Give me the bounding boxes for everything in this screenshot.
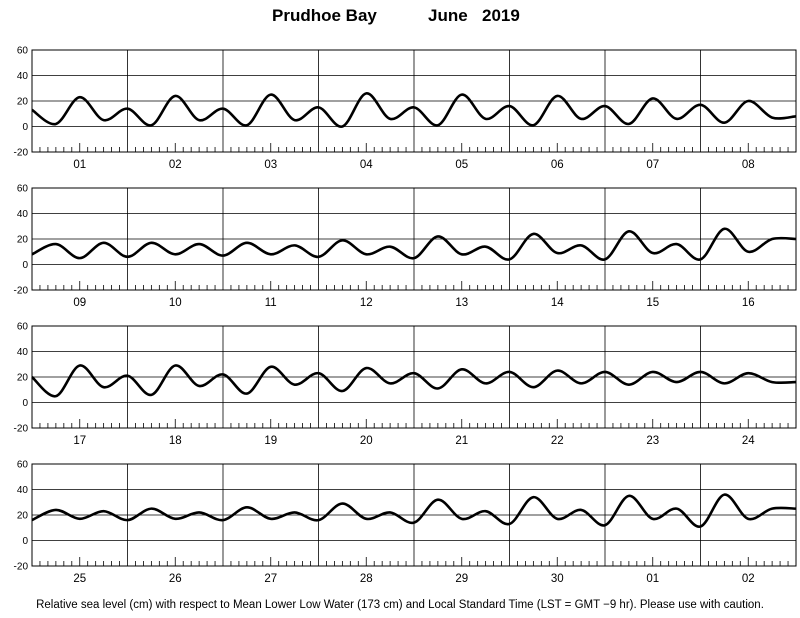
y-tick-label: 0 bbox=[22, 536, 28, 547]
day-label: 05 bbox=[455, 159, 468, 171]
day-label: 03 bbox=[264, 159, 277, 171]
day-label: 21 bbox=[455, 435, 468, 447]
y-tick-label: -20 bbox=[14, 286, 29, 297]
day-label: 24 bbox=[742, 435, 755, 447]
day-label: 19 bbox=[264, 435, 277, 447]
y-tick-label: 60 bbox=[17, 46, 29, 57]
day-label: 16 bbox=[742, 297, 755, 309]
day-label: 20 bbox=[360, 435, 373, 447]
day-label: 29 bbox=[455, 573, 468, 585]
day-label: 10 bbox=[169, 297, 182, 309]
y-tick-label: 20 bbox=[17, 373, 29, 384]
chart-footnote: Relative sea level (cm) with respect to … bbox=[36, 599, 764, 611]
day-label: 14 bbox=[551, 297, 564, 309]
y-tick-label: -20 bbox=[14, 424, 29, 435]
y-tick-label: 0 bbox=[22, 398, 28, 409]
y-tick-label: 20 bbox=[17, 235, 29, 246]
year-label: 2019 bbox=[482, 6, 520, 25]
y-tick-label: 20 bbox=[17, 97, 29, 108]
day-label: 15 bbox=[646, 297, 659, 309]
panel-2: -20 0 20 40 60 09 10 11 12 13 14 15 16 bbox=[14, 184, 797, 309]
day-label: 01 bbox=[73, 159, 86, 171]
day-label: 28 bbox=[360, 573, 373, 585]
sea-level-line bbox=[31, 493, 797, 528]
day-label: 27 bbox=[264, 573, 277, 585]
day-label: 08 bbox=[742, 159, 755, 171]
day-label: 26 bbox=[169, 573, 182, 585]
day-label: 01 bbox=[646, 573, 659, 585]
station-name: Prudhoe Bay bbox=[272, 6, 377, 25]
chart-title: Prudhoe Bay June 2019 bbox=[0, 6, 800, 30]
day-label: 04 bbox=[360, 159, 373, 171]
y-tick-label: -20 bbox=[14, 562, 29, 573]
y-tick-label: 40 bbox=[17, 347, 29, 358]
day-label: 18 bbox=[169, 435, 182, 447]
y-tick-label: 40 bbox=[17, 209, 29, 220]
sea-level-line bbox=[31, 364, 797, 398]
panel-4: -20 0 20 40 60 25 26 27 28 29 30 01 02 bbox=[14, 460, 797, 585]
y-tick-label: 60 bbox=[17, 460, 29, 471]
y-tick-label: 40 bbox=[17, 71, 29, 82]
day-label: 06 bbox=[551, 159, 564, 171]
day-label: 09 bbox=[73, 297, 86, 309]
panel-1: -20 0 20 40 60 01 02 03 04 05 06 07 08 bbox=[14, 46, 797, 171]
month-label: June bbox=[428, 6, 468, 25]
day-label: 02 bbox=[169, 159, 182, 171]
day-label: 07 bbox=[646, 159, 659, 171]
y-tick-label: -20 bbox=[14, 148, 29, 159]
day-label: 02 bbox=[742, 573, 755, 585]
y-tick-label: 40 bbox=[17, 485, 29, 496]
day-label: 25 bbox=[73, 573, 86, 585]
y-tick-label: 20 bbox=[17, 511, 29, 522]
day-label: 11 bbox=[265, 297, 277, 309]
y-tick-label: 60 bbox=[17, 322, 29, 333]
day-label: 30 bbox=[551, 573, 564, 585]
day-label: 22 bbox=[551, 435, 564, 447]
y-tick-label: 60 bbox=[17, 184, 29, 195]
y-tick-label: 0 bbox=[22, 260, 28, 271]
panel-3: -20 0 20 40 60 17 18 19 20 21 22 23 24 bbox=[14, 322, 797, 447]
sea-level-line bbox=[31, 92, 797, 128]
y-tick-label: 0 bbox=[22, 122, 28, 133]
day-label: 13 bbox=[455, 297, 468, 309]
day-label: 17 bbox=[73, 435, 86, 447]
day-label: 12 bbox=[360, 297, 373, 309]
day-label: 23 bbox=[646, 435, 659, 447]
sea-level-line bbox=[31, 227, 797, 261]
